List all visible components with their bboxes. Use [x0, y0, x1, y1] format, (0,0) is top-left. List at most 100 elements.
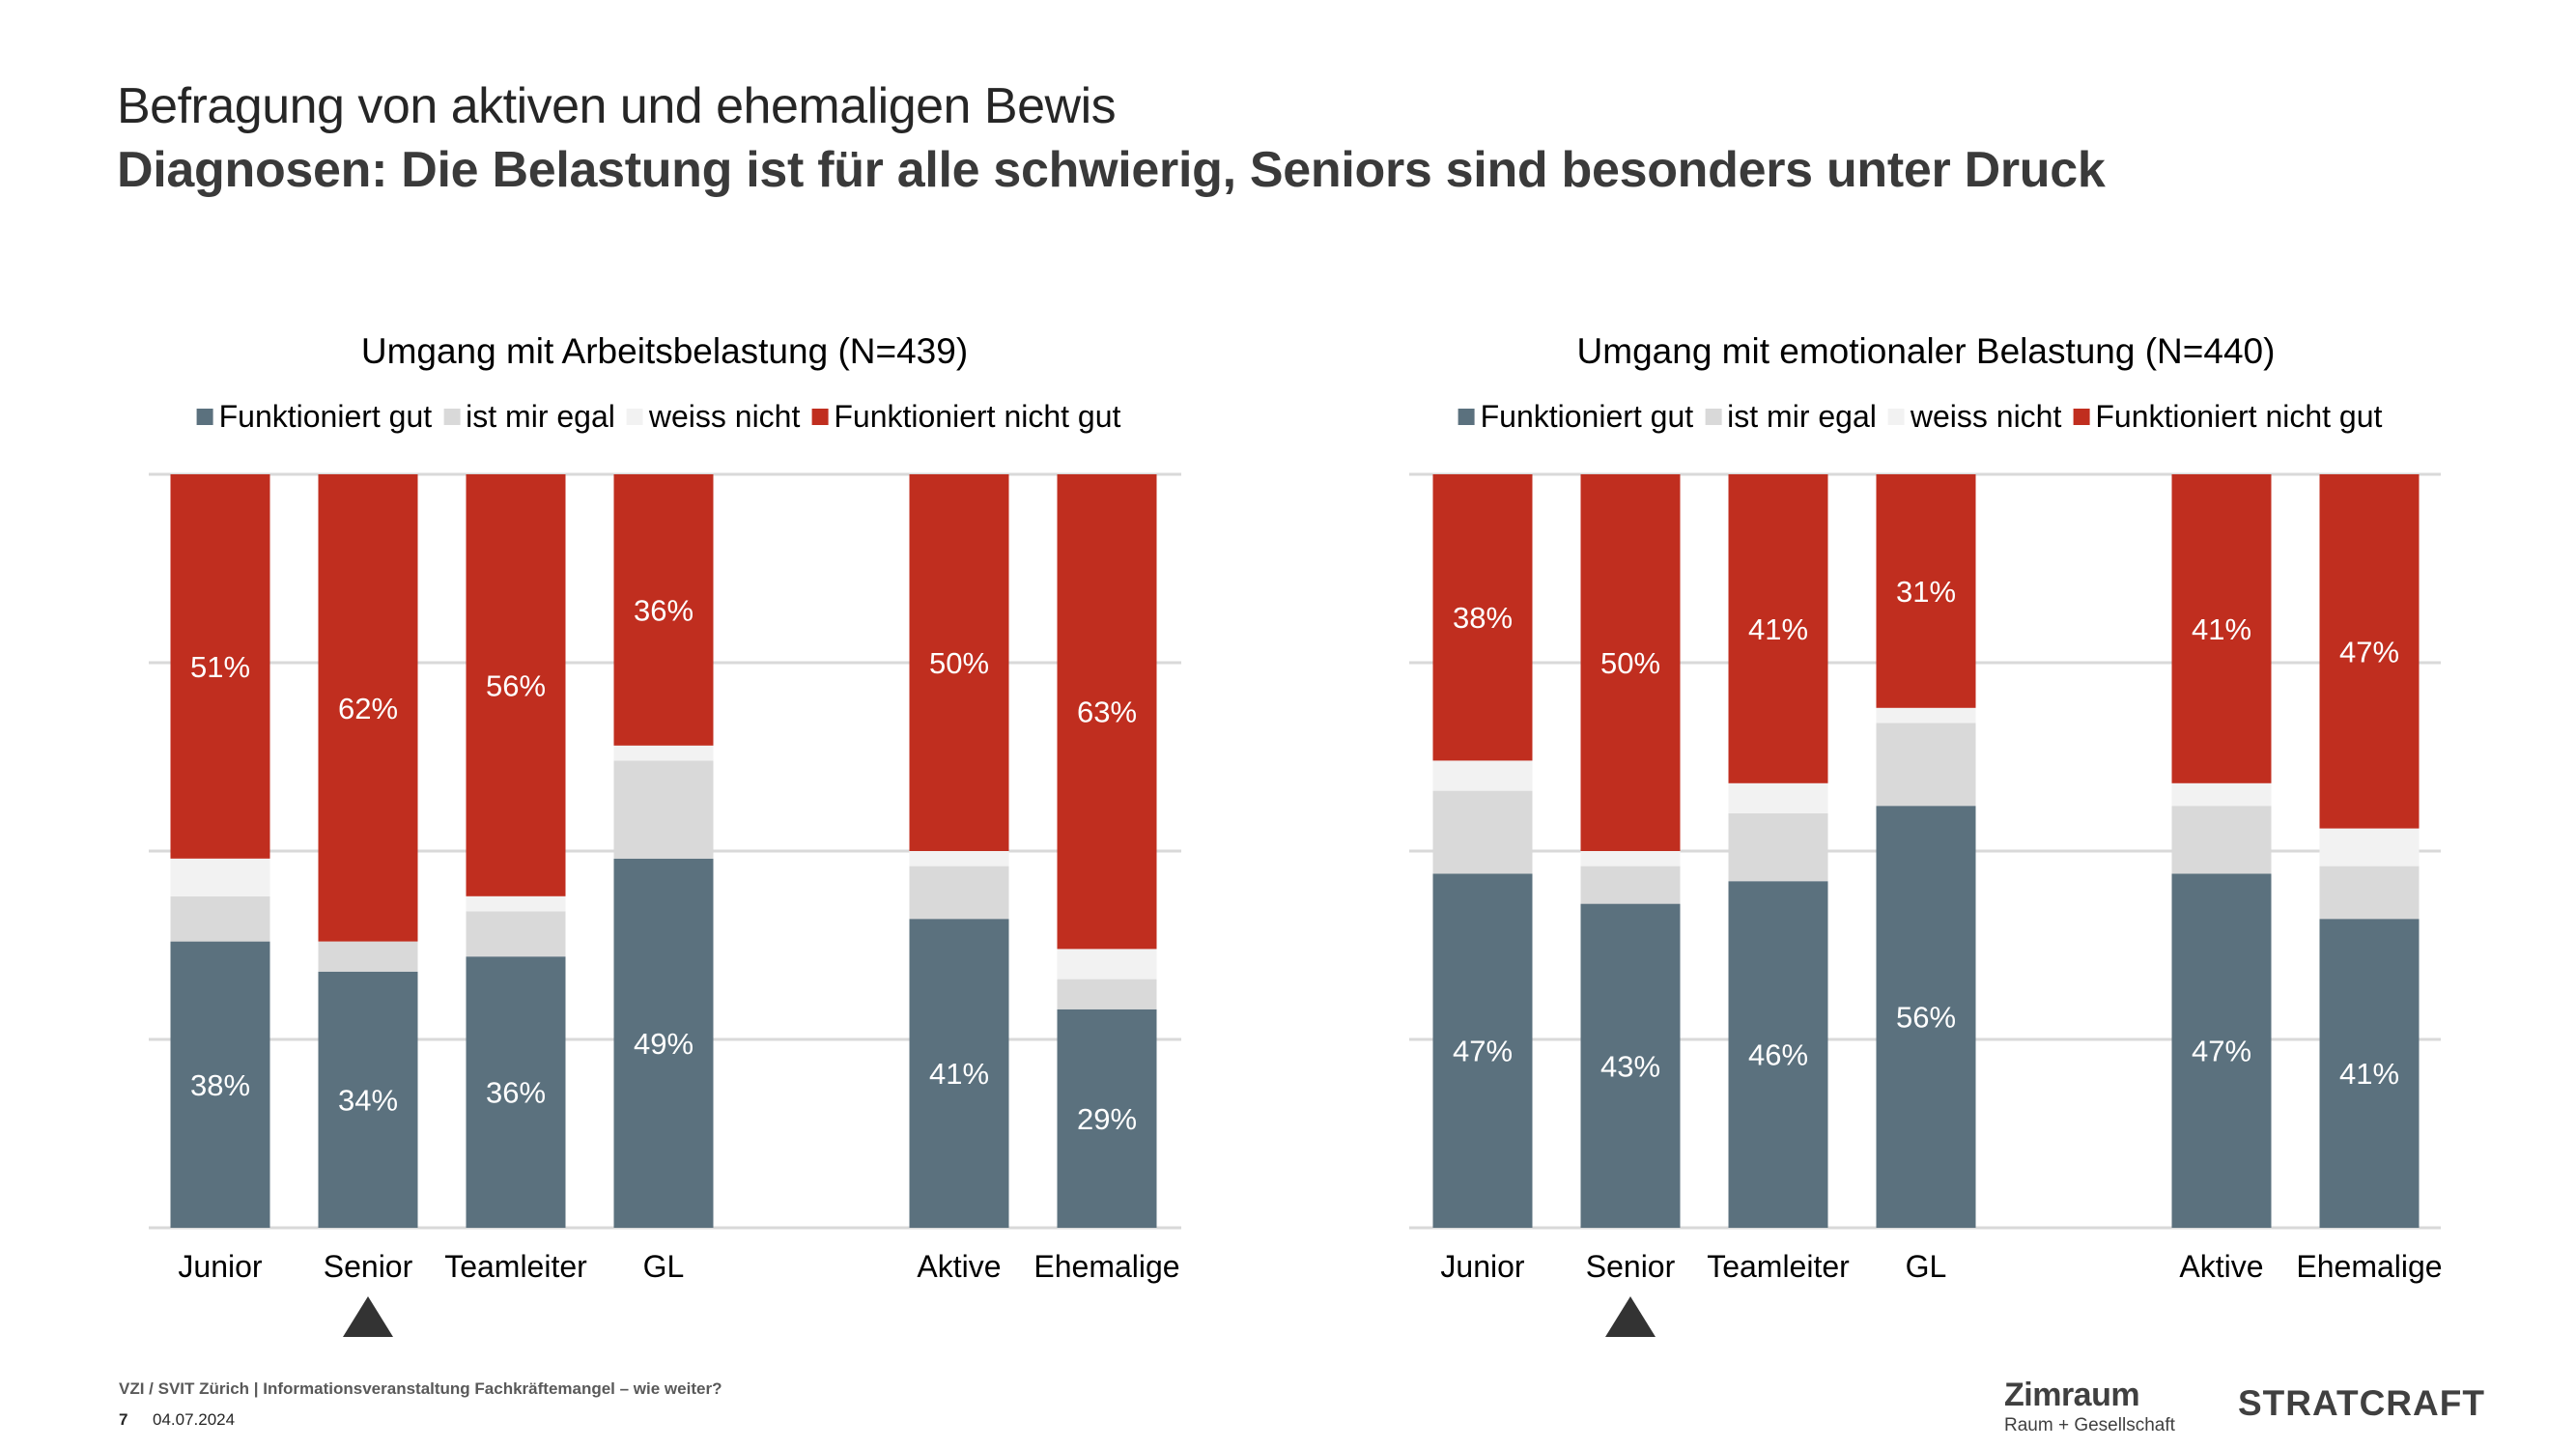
- legend-arbeitsbelastung: Funktioniert gut ist mir egal weiss nich…: [196, 399, 1133, 435]
- bar-segment-funktioniert-gut: [2319, 919, 2420, 1228]
- legend-item-funktioniert-nicht-gut: Funktioniert nicht gut: [2073, 399, 2382, 435]
- data-label: 41%: [2339, 1057, 2399, 1091]
- legend-swatch-weiss-nicht: [1887, 409, 1905, 425]
- bar-segment-weiss-nicht: [613, 745, 714, 761]
- legend-item-ist-mir-egal: ist mir egal: [1705, 399, 1877, 435]
- legend-swatch-funktioniert-nicht-gut: [2073, 409, 2090, 425]
- data-label: 47%: [2339, 635, 2399, 668]
- highlight-triangle-icon: [1605, 1296, 1656, 1337]
- legend-item-funktioniert-gut: Funktioniert gut: [1458, 399, 1694, 435]
- x-tick-label: Senior: [324, 1249, 413, 1284]
- bar-segment-ist-mir-egal: [466, 911, 566, 957]
- x-tick-label: Teamleiter: [444, 1249, 587, 1284]
- x-tick-label: Aktive: [2179, 1249, 2263, 1284]
- chart-title-emotionale-belastung: Umgang mit emotionaler Belastung (N=440): [1576, 331, 2276, 371]
- legend-item-funktioniert-gut: Funktioniert gut: [196, 399, 433, 435]
- bar-segment-ist-mir-egal: [909, 866, 1009, 920]
- bar-segment-funktioniert-gut: [1876, 806, 1976, 1228]
- data-label: 50%: [929, 646, 989, 680]
- legend-swatch-ist-mir-egal: [443, 409, 461, 425]
- bar-segment-weiss-nicht: [1580, 851, 1681, 867]
- bar-segment-funktioniert-gut: [318, 971, 418, 1228]
- bar-segment-funktioniert-gut: [170, 941, 270, 1228]
- data-label: 38%: [1453, 601, 1513, 635]
- legend-label: Funktioniert gut: [1480, 399, 1694, 434]
- bar-segment-weiss-nicht: [2319, 828, 2420, 867]
- bar-segment-funktioniert-gut: [1728, 881, 1828, 1228]
- bar-segment-funktioniert-gut: [1432, 873, 1533, 1228]
- data-label: 29%: [1077, 1102, 1137, 1136]
- bar-segment-funktioniert-nicht-gut: [318, 474, 418, 942]
- data-label: 56%: [1896, 1001, 1956, 1035]
- data-label: 49%: [634, 1027, 694, 1061]
- bar-segment-ist-mir-egal: [2171, 806, 2272, 874]
- data-label: 50%: [1600, 646, 1660, 680]
- bar-segment-ist-mir-egal: [1580, 866, 1681, 904]
- bar-segment-ist-mir-egal: [170, 895, 270, 942]
- bar-segment-ist-mir-egal: [1728, 813, 1828, 882]
- data-label: 47%: [1453, 1035, 1513, 1068]
- bar-segment-funktioniert-gut: [466, 956, 566, 1228]
- legend-swatch-weiss-nicht: [626, 409, 643, 425]
- bar-segment-ist-mir-egal: [1876, 723, 1976, 807]
- x-tick-label: Ehemalige: [1033, 1249, 1179, 1284]
- bar-segment-funktioniert-nicht-gut: [170, 474, 270, 859]
- data-label: 41%: [2192, 612, 2251, 646]
- bar-segment-funktioniert-gut: [1057, 1009, 1157, 1228]
- bar-segment-funktioniert-nicht-gut: [2171, 474, 2272, 783]
- bar-segment-weiss-nicht: [1728, 782, 1828, 813]
- bar-segment-weiss-nicht: [1057, 949, 1157, 980]
- bar-segment-weiss-nicht: [466, 895, 566, 912]
- legend-label: Funktioniert gut: [218, 399, 433, 434]
- bar-segment-funktioniert-gut: [613, 858, 714, 1228]
- bar-segment-funktioniert-gut: [2171, 873, 2272, 1228]
- data-label: 38%: [190, 1068, 250, 1102]
- bar-segment-funktioniert-nicht-gut: [2319, 474, 2420, 829]
- x-tick-label: Junior: [178, 1249, 263, 1284]
- bar-segment-funktioniert-nicht-gut: [1057, 474, 1157, 950]
- data-label: 56%: [486, 668, 546, 702]
- zimraum-logo-subtitle: Raum + Gesellschaft: [2004, 1415, 2175, 1435]
- bar-segment-funktioniert-nicht-gut: [1728, 474, 1828, 783]
- legend-swatch-funktioniert-gut: [1458, 409, 1475, 425]
- data-label: 51%: [190, 650, 250, 684]
- bar-segment-funktioniert-nicht-gut: [1876, 474, 1976, 708]
- slide-subtitle: Diagnosen: Die Belastung ist für alle sc…: [117, 142, 2106, 198]
- x-tick-label: Junior: [1440, 1249, 1525, 1284]
- legend-item-weiss-nicht: weiss nicht: [626, 399, 801, 435]
- bar-segment-weiss-nicht: [909, 851, 1009, 867]
- legend-label: Funktioniert nicht gut: [834, 399, 1121, 434]
- legend-label: weiss nicht: [648, 399, 801, 434]
- legend-label: ist mir egal: [466, 399, 615, 434]
- legend-item-funktioniert-nicht-gut: Funktioniert nicht gut: [811, 399, 1120, 435]
- bar-segment-ist-mir-egal: [318, 941, 418, 972]
- bar-segment-funktioniert-gut: [909, 919, 1009, 1228]
- bar-segment-funktioniert-nicht-gut: [1580, 474, 1681, 851]
- data-label: 47%: [2192, 1035, 2251, 1068]
- bar-segment-ist-mir-egal: [2319, 866, 2420, 920]
- data-label: 36%: [634, 593, 694, 627]
- bar-segment-ist-mir-egal: [1057, 979, 1157, 1009]
- data-label: 43%: [1600, 1049, 1660, 1083]
- data-label: 63%: [1077, 696, 1137, 729]
- zimraum-logo: Zimraum: [2004, 1377, 2140, 1413]
- bar-segment-ist-mir-egal: [613, 760, 714, 859]
- legend-item-ist-mir-egal: ist mir egal: [443, 399, 615, 435]
- data-label: 34%: [338, 1083, 398, 1117]
- footer-event: VZI / SVIT Zürich | Informationsveransta…: [119, 1379, 722, 1398]
- legend-swatch-ist-mir-egal: [1705, 409, 1722, 425]
- x-tick-label: Aktive: [917, 1249, 1001, 1284]
- legend-swatch-funktioniert-gut: [196, 409, 213, 425]
- data-label: 41%: [1748, 612, 1808, 646]
- legend-emotionale-belastung: Funktioniert gut ist mir egal weiss nich…: [1458, 399, 2394, 435]
- bar-segment-funktioniert-nicht-gut: [613, 474, 714, 746]
- bar-segment-funktioniert-nicht-gut: [466, 474, 566, 896]
- page-number: 7: [119, 1410, 128, 1429]
- legend-item-weiss-nicht: weiss nicht: [1887, 399, 2061, 435]
- x-tick-label: Ehemalige: [2296, 1249, 2442, 1284]
- data-label: 31%: [1896, 575, 1956, 609]
- data-label: 41%: [929, 1057, 989, 1091]
- bar-segment-weiss-nicht: [1432, 760, 1533, 791]
- bar-segment-weiss-nicht: [2171, 782, 2272, 807]
